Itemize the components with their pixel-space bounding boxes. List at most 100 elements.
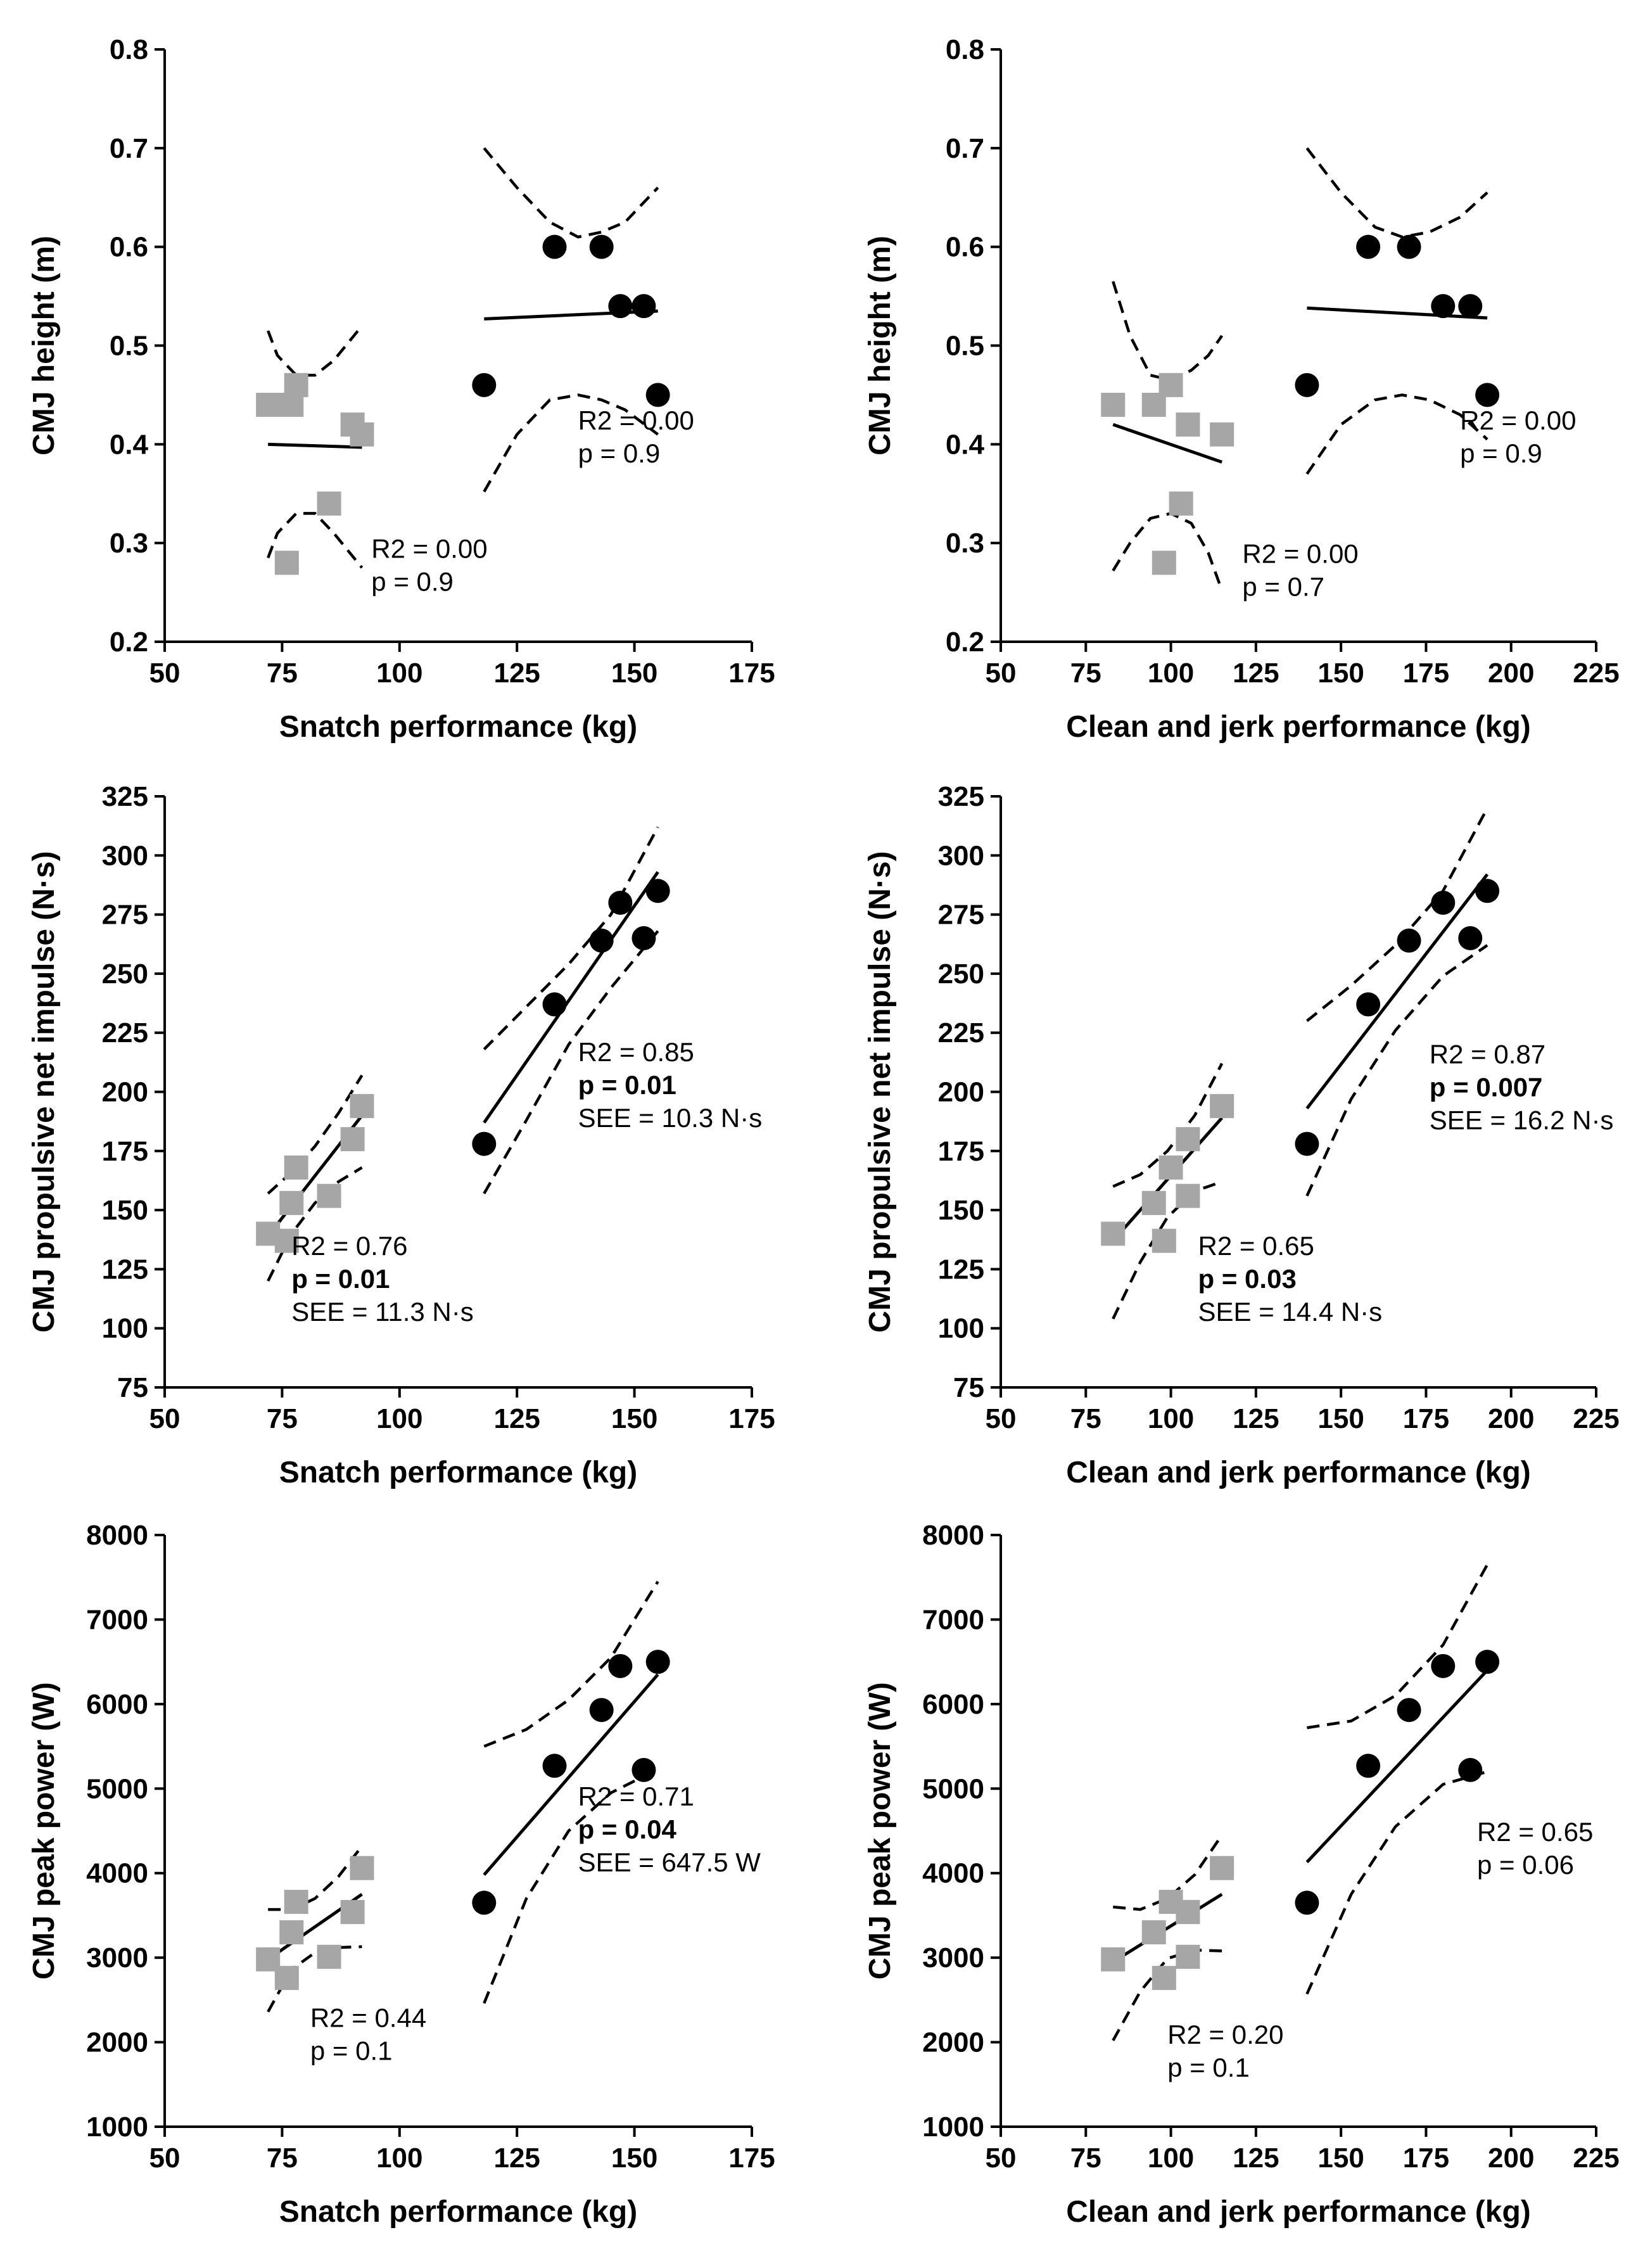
ci-lower-band xyxy=(1305,393,1488,475)
data-point-square xyxy=(1152,551,1176,575)
x-tick-label: 125 xyxy=(493,1403,540,1434)
data-point-square xyxy=(1176,412,1200,437)
regression-line xyxy=(1112,423,1222,464)
x-tick-label: 75 xyxy=(267,1403,298,1434)
x-tick-label: 150 xyxy=(611,2143,657,2174)
data-point-square xyxy=(284,1890,308,1914)
y-tick-label: 100 xyxy=(102,1313,148,1344)
stats-annotation-line: p = 0.03 xyxy=(1198,1264,1297,1294)
x-tick-label: 100 xyxy=(1148,658,1194,689)
data-point-square xyxy=(340,1900,365,1925)
stats-annotation-line: SEE = 14.4 N·s xyxy=(1198,1297,1383,1327)
x-tick-label: 100 xyxy=(376,1403,422,1434)
y-tick-label: 7000 xyxy=(86,1604,148,1635)
y-axis-title: CMJ peak power (W) xyxy=(863,1682,897,1979)
x-tick-label: 150 xyxy=(1317,1403,1364,1434)
ci-upper-band xyxy=(1305,147,1488,239)
data-point-square xyxy=(1101,1947,1126,1972)
data-point-square xyxy=(1176,1127,1200,1152)
x-tick-label: 175 xyxy=(1403,658,1449,689)
x-tick-label: 200 xyxy=(1488,1403,1534,1434)
x-tick-label: 225 xyxy=(1573,1403,1619,1434)
data-point-square xyxy=(279,1920,304,1945)
x-tick-label: 150 xyxy=(611,658,657,689)
regression-line xyxy=(483,1673,659,1876)
data-point-square xyxy=(317,491,341,516)
x-axis-title: Snatch performance (kg) xyxy=(279,710,637,744)
data-point-square xyxy=(274,1228,299,1253)
data-point-square xyxy=(1158,373,1183,397)
data-point-circle xyxy=(608,890,633,915)
y-tick-label: 200 xyxy=(938,1077,984,1108)
data-point-circle xyxy=(1475,879,1500,903)
regression-line xyxy=(483,870,659,1124)
x-tick-label: 175 xyxy=(1403,2143,1449,2174)
stats-annotation-line: p = 0.06 xyxy=(1477,1850,1574,1880)
y-tick-label: 200 xyxy=(102,1077,148,1108)
regression-line xyxy=(1112,1892,1223,1963)
y-tick-label: 0.5 xyxy=(110,331,148,362)
x-tick-label: 100 xyxy=(1148,2143,1194,2174)
regression-line xyxy=(1305,873,1489,1110)
y-tick-label: 300 xyxy=(938,840,984,871)
ci-upper-band xyxy=(1112,1062,1224,1188)
ci-lower-band xyxy=(483,393,659,493)
data-point-square xyxy=(1141,1190,1166,1215)
x-tick-label: 225 xyxy=(1573,2143,1619,2174)
y-tick-label: 0.8 xyxy=(110,34,148,65)
data-point-circle xyxy=(1356,992,1381,1017)
data-point-square xyxy=(317,1944,341,1969)
y-tick-label: 0.5 xyxy=(946,331,984,362)
data-point-circle xyxy=(1458,294,1483,319)
y-tick-label: 1000 xyxy=(86,2112,148,2143)
x-tick-label: 50 xyxy=(986,658,1017,689)
x-tick-label: 50 xyxy=(149,658,181,689)
stats-annotation-line: p = 0.9 xyxy=(578,438,661,468)
x-tick-label: 175 xyxy=(1403,1403,1449,1434)
data-point-circle xyxy=(1431,890,1456,915)
x-tick-label: 100 xyxy=(1148,1403,1194,1434)
y-tick-label: 4000 xyxy=(86,1858,148,1889)
data-point-square xyxy=(1210,1856,1234,1880)
x-tick-label: 150 xyxy=(611,1403,657,1434)
y-tick-label: 8000 xyxy=(86,1520,148,1551)
y-tick-label: 0.2 xyxy=(946,627,984,658)
x-tick-label: 150 xyxy=(1317,2143,1364,2174)
data-point-circle xyxy=(542,1754,567,1778)
data-point-circle xyxy=(1431,1653,1456,1678)
data-point-circle xyxy=(645,1650,670,1674)
x-tick-label: 75 xyxy=(267,2143,298,2174)
data-point-circle xyxy=(542,992,567,1017)
x-tick-label: 125 xyxy=(1233,2143,1279,2174)
data-point-circle xyxy=(1475,383,1500,407)
y-tick-label: 225 xyxy=(938,1017,984,1048)
ci-upper-band xyxy=(1112,281,1223,382)
stats-annotation-line: R2 = 0.20 xyxy=(1167,2020,1283,2049)
y-axis-title: CMJ height (m) xyxy=(27,236,61,456)
data-point-circle xyxy=(589,928,614,953)
data-point-circle xyxy=(1397,234,1421,259)
data-point-circle xyxy=(589,234,614,259)
data-point-circle xyxy=(1356,1754,1381,1778)
data-point-circle xyxy=(1397,1698,1421,1723)
y-tick-label: 275 xyxy=(938,900,984,931)
stats-annotation-line: R2 = 0.44 xyxy=(310,2003,426,2033)
data-point-square xyxy=(1141,1920,1166,1945)
stats-annotation-line: R2 = 0.00 xyxy=(1242,538,1358,568)
data-point-square xyxy=(1176,1183,1200,1208)
series-female: R2 = 0.00p = 0.7 xyxy=(1101,281,1359,601)
stats-annotation-line: R2 = 0.00 xyxy=(1460,405,1576,435)
y-tick-label: 4000 xyxy=(922,1858,984,1889)
x-tick-label: 125 xyxy=(493,2143,540,2174)
y-tick-label: 325 xyxy=(102,781,148,812)
ci-lower-band xyxy=(267,1166,363,1282)
y-tick-label: 75 xyxy=(953,1372,984,1403)
data-point-square xyxy=(1210,422,1234,447)
ci-upper-band xyxy=(483,147,659,239)
y-axis-title: CMJ propulsive net impulse (N·s) xyxy=(863,851,897,1332)
data-point-square xyxy=(1158,1155,1183,1180)
y-tick-label: 75 xyxy=(117,1372,148,1403)
y-tick-label: 325 xyxy=(938,781,984,812)
stats-annotation-line: R2 = 0.00 xyxy=(578,405,694,435)
